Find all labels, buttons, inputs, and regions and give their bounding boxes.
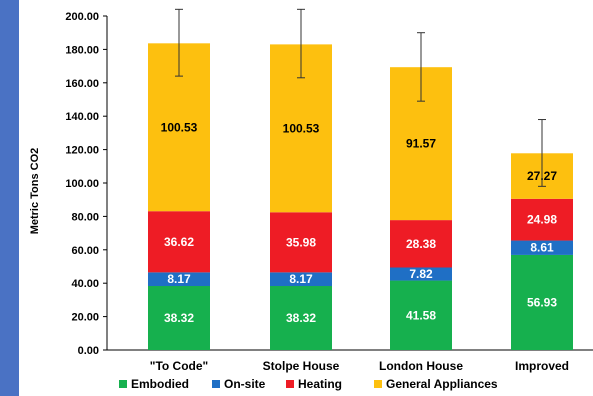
bar-segment xyxy=(270,286,332,350)
data-label: 100.53 xyxy=(161,120,198,134)
legend-entry: General Appliances xyxy=(386,377,498,391)
data-label: 41.58 xyxy=(406,308,436,322)
stacked-bar-chart: Metric Tons CO2 0.00 20.00 40.00 60.00 80.00… xyxy=(29,8,593,391)
bar-segment xyxy=(390,280,452,350)
y-tick-label: 60.00 xyxy=(71,245,99,257)
data-label: 35.98 xyxy=(286,235,316,249)
data-label: 7.82 xyxy=(409,267,433,281)
legend-swatch xyxy=(212,380,220,388)
bar-segment xyxy=(270,212,332,273)
data-label: 28.38 xyxy=(406,237,436,251)
data-label: 36.62 xyxy=(164,235,194,249)
bar-segment xyxy=(511,240,573,255)
bar-segment xyxy=(148,272,210,287)
category-label: London House xyxy=(379,359,463,373)
data-label: 8.17 xyxy=(289,272,313,286)
data-label: 56.93 xyxy=(527,295,557,309)
y-axis-label: Metric Tons CO2 xyxy=(29,148,41,235)
legend-entry: Heating xyxy=(298,377,342,391)
y-tick-label: 100.00 xyxy=(65,178,99,190)
y-tick-label: 140.00 xyxy=(65,111,99,123)
data-label: 38.32 xyxy=(286,311,316,325)
y-tick-label: 20.00 xyxy=(71,312,99,324)
y-tick-label: 180.00 xyxy=(65,44,99,56)
data-label: 24.98 xyxy=(527,213,557,227)
y-tick-label: 80.00 xyxy=(71,211,99,223)
bar-segment xyxy=(390,220,452,268)
y-tick-label: 160.00 xyxy=(65,78,99,90)
bar-segment xyxy=(148,286,210,350)
y-tick-label: 0.00 xyxy=(78,345,99,357)
data-label: 38.32 xyxy=(164,311,194,325)
data-label: 8.61 xyxy=(530,241,554,255)
data-label: 91.57 xyxy=(406,137,436,151)
category-label: Stolpe House xyxy=(263,359,340,373)
legend-entry: On-site xyxy=(224,377,266,391)
y-tick-label: 40.00 xyxy=(71,278,99,290)
bar-segment xyxy=(511,198,573,241)
data-label: 8.17 xyxy=(167,272,191,286)
y-tick-label: 200.00 xyxy=(65,11,99,23)
legend-entry: Embodied xyxy=(131,377,189,391)
category-label: Improved xyxy=(515,359,569,373)
bar-segment xyxy=(511,254,573,350)
legend-swatch xyxy=(374,380,382,388)
category-label: "To Code" xyxy=(150,359,208,373)
bar-segment xyxy=(148,211,210,273)
bar-segment xyxy=(390,267,452,281)
bar-segment xyxy=(270,272,332,287)
data-label: 100.53 xyxy=(283,121,320,135)
y-tick-label: 120.00 xyxy=(65,145,99,157)
chart-area: Metric Tons CO2 0.00 20.00 40.00 60.00 80.00… xyxy=(19,0,593,396)
legend-swatch xyxy=(286,380,294,388)
legend-swatch xyxy=(119,380,127,388)
